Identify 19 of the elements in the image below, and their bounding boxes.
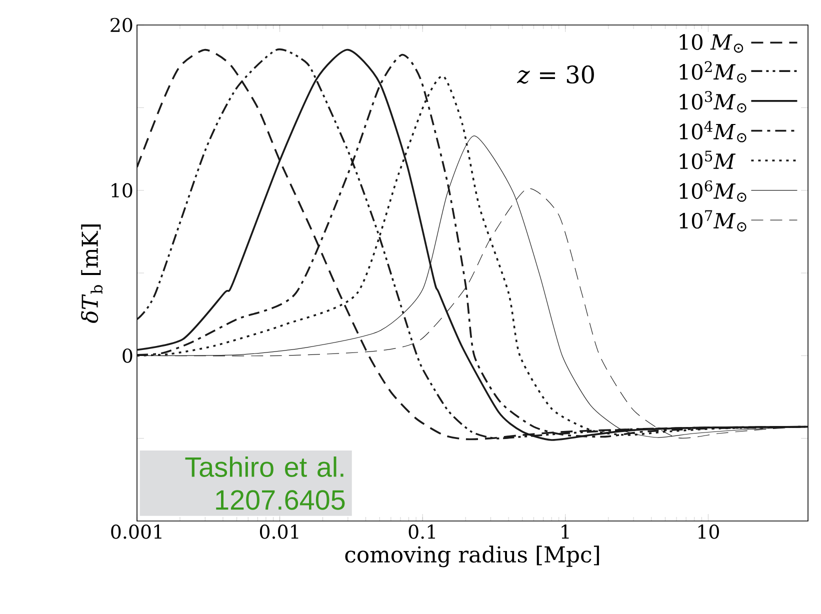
legend-label: 10$^{7}$M$_{⊙}$ bbox=[680, 210, 746, 232]
x-tick-label: 0.001 bbox=[111, 524, 162, 539]
y-axis-title: δT$_{b}$ [mK] bbox=[81, 224, 103, 323]
legend-label: 10$^{5}$M bbox=[680, 150, 736, 170]
x-axis-title: comoving radius [Mpc] bbox=[345, 546, 599, 568]
x-tick-label: 0.01 bbox=[260, 524, 298, 539]
x-tick-label: 10 bbox=[698, 524, 719, 539]
legend-label: 10$^{3}$M$_{⊙}$ bbox=[680, 91, 746, 112]
legend-label: 10$^{4}$M$_{⊙}$ bbox=[680, 120, 746, 142]
x-tick-label: 1 bbox=[562, 524, 569, 539]
legend-label: 10$^{2}$M$_{⊙}$ bbox=[680, 61, 746, 83]
annotation: Tashiro et al. 1207.6405 bbox=[185, 456, 345, 510]
annotation: z = 30 bbox=[516, 65, 594, 84]
y-tick-label: 0 bbox=[122, 348, 132, 363]
legend-label: 10$^{6}$M$_{⊙}$ bbox=[680, 180, 746, 202]
legend-label: 10 M$_{⊙}$ bbox=[680, 34, 744, 53]
y-tick-label: 10 bbox=[112, 183, 132, 198]
x-tick-label: 0.1 bbox=[408, 524, 435, 539]
y-tick-label: 20 bbox=[110, 18, 132, 32]
